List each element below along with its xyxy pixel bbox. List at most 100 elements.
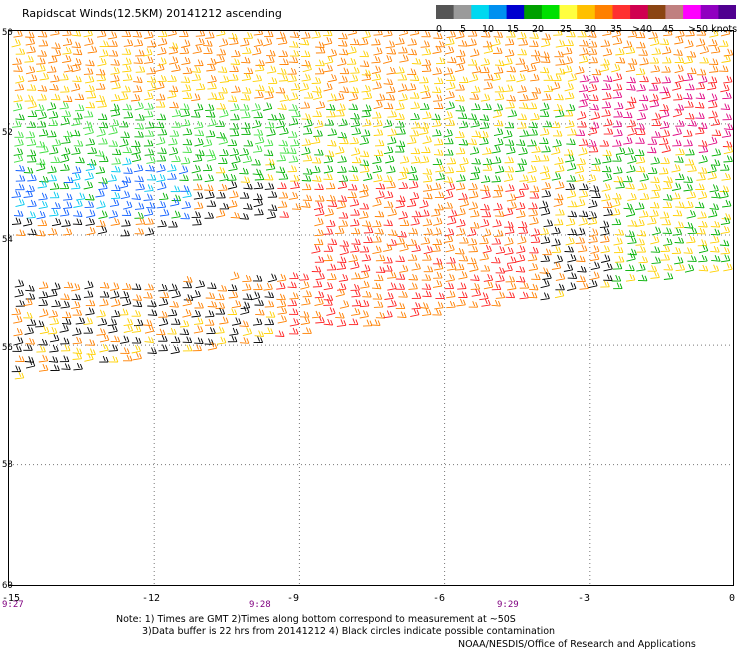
wind-barb [161,122,165,128]
wind-barb [60,214,70,217]
wind-barb [296,32,300,38]
wind-barb [535,263,539,270]
wind-barb [76,210,80,216]
wind-barb [484,93,488,99]
wind-barb [377,274,381,280]
wind-barb [71,69,81,73]
wind-barb [331,238,335,244]
wind-barb [482,292,486,298]
wind-barb [309,119,313,126]
wind-barb [438,228,442,234]
wind-barb [33,212,36,218]
wind-barb [343,86,347,92]
wind-barb [655,47,659,53]
wind-barb [485,138,489,144]
wind-barb [276,287,286,290]
wind-barb [611,69,621,73]
wind-barb [527,180,537,183]
wind-barb [326,37,330,43]
wind-barb [387,134,397,137]
wind-barb [365,290,369,297]
wind-barb [686,241,696,244]
wind-barb [34,101,37,107]
wind-barb [428,136,432,142]
wind-barb [473,172,477,178]
wind-barb [503,135,513,139]
wind-barb [96,206,106,209]
wind-barb [213,201,217,207]
wind-barb [708,116,718,119]
wind-barb [418,293,422,299]
wind-barb [366,51,370,57]
wind-barb [580,275,583,281]
wind-barb [401,171,405,177]
wind-barb [255,89,265,92]
wind-barb [363,270,367,276]
wind-barb [268,291,272,297]
wind-barb [311,250,321,254]
wind-barb [230,277,240,281]
wind-barb [404,292,408,298]
wind-barb [531,92,541,94]
wind-barb [77,118,81,125]
wind-barb [223,49,227,55]
wind-barb [595,57,598,63]
wind-barb [75,161,85,164]
wind-barb [659,172,669,175]
wind-barb [506,70,516,73]
wind-barb [79,192,83,198]
wind-barb [38,103,42,110]
wind-barb [546,268,550,274]
wind-barb [561,209,565,215]
wind-barb [413,191,417,198]
wind-barb [667,31,670,34]
wind-barb [455,36,465,39]
wind-barb [233,271,237,277]
wind-barb [377,149,381,155]
wind-barb [409,186,419,189]
wind-barb [150,185,154,191]
wind-barb [326,108,336,111]
wind-barb [157,52,167,56]
wind-barb [518,44,528,46]
wind-barb [196,45,199,51]
wind-barb [375,196,385,200]
wind-barb [543,110,547,116]
wind-barb [375,187,385,190]
wind-barb [559,67,563,74]
wind-barb [29,292,33,299]
wind-barb [113,66,117,73]
wind-barb [236,114,240,120]
wind-barb [280,68,284,74]
wind-barb [415,292,419,298]
wind-barb [522,58,526,64]
wind-barb [664,253,667,259]
wind-barb [90,111,94,117]
wind-barb [405,55,409,61]
wind-barb [488,229,492,235]
wind-barb [274,191,278,198]
wind-barb [575,71,585,75]
wind-barb [590,267,600,271]
wind-barb [345,274,349,281]
wind-barb [398,66,402,72]
wind-barb [209,48,213,54]
wind-barb [619,92,623,98]
wind-barb [97,231,107,235]
wind-barb [307,51,311,57]
wind-barb [244,56,248,63]
wind-barb [19,66,23,72]
wind-barb [133,81,143,83]
colorbar-label: 5 [460,24,467,35]
wind-barb [399,255,402,261]
wind-barb [254,69,264,72]
wind-barb [122,180,126,186]
wind-barb [30,121,34,127]
wind-barb [354,184,358,191]
wind-barb [55,48,59,55]
wind-barb [269,283,273,290]
wind-barb [473,229,477,235]
wind-barb [295,104,299,111]
wind-barb [88,84,92,91]
wind-barb [698,160,708,164]
